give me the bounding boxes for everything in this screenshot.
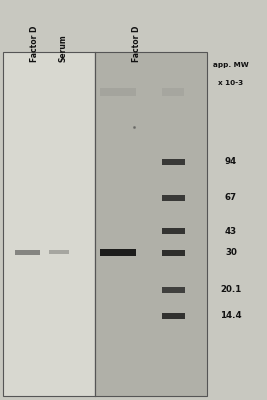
Text: app. MW: app. MW xyxy=(213,62,249,68)
Bar xyxy=(100,88,136,96)
Bar xyxy=(49,250,69,254)
Bar xyxy=(162,228,185,234)
Bar xyxy=(95,52,207,396)
Text: Factor D: Factor D xyxy=(132,26,141,62)
Bar xyxy=(3,52,95,396)
Text: 20.1: 20.1 xyxy=(220,286,242,294)
Bar xyxy=(162,159,185,165)
Bar xyxy=(162,288,185,293)
Bar xyxy=(162,88,184,96)
Text: 94: 94 xyxy=(225,158,237,166)
Text: 67: 67 xyxy=(225,194,237,202)
Text: Serum: Serum xyxy=(58,34,67,62)
Bar xyxy=(100,249,136,256)
Bar xyxy=(162,313,185,319)
Bar xyxy=(162,195,185,201)
Bar xyxy=(15,250,40,255)
Text: 14.4: 14.4 xyxy=(220,312,242,320)
Text: 30: 30 xyxy=(225,248,237,257)
Bar xyxy=(162,250,185,256)
Text: Factor D: Factor D xyxy=(30,26,39,62)
Text: x 10-3: x 10-3 xyxy=(218,80,244,86)
Text: 43: 43 xyxy=(225,227,237,236)
